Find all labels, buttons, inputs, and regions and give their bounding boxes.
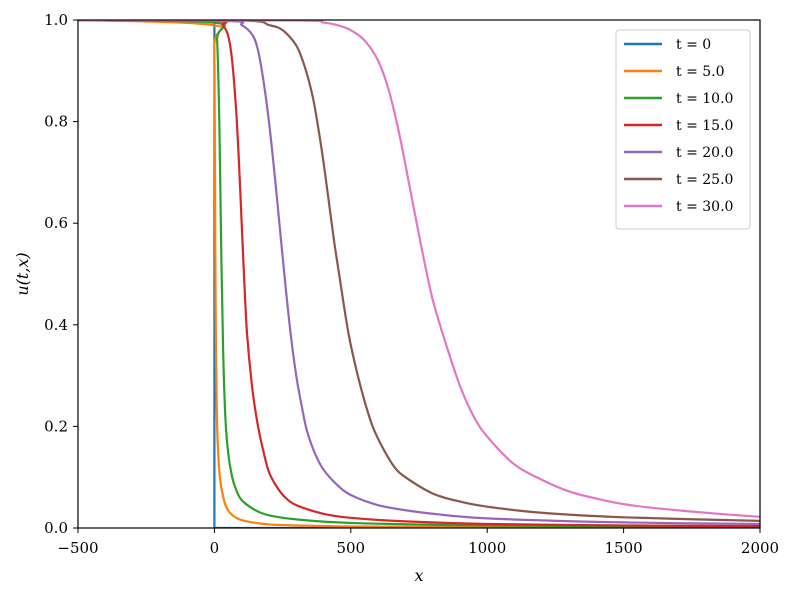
x-tick-label: 2000 xyxy=(741,539,779,557)
series-line-3 xyxy=(78,20,760,528)
x-tick-label: 1000 xyxy=(468,539,506,557)
legend-label: t = 5.0 xyxy=(676,64,725,80)
series-line-2 xyxy=(78,20,760,528)
series-layer xyxy=(78,20,760,528)
x-tick-label: 500 xyxy=(336,539,365,557)
y-tick-label: 0.4 xyxy=(44,316,68,334)
x-axis-label: x xyxy=(414,566,423,585)
y-axis-label: u(t,x) xyxy=(13,252,32,295)
legend-label: t = 15.0 xyxy=(676,118,733,134)
y-tick-label: 0.8 xyxy=(44,113,68,131)
legend-label: t = 20.0 xyxy=(676,145,733,161)
y-tick-label: 0.6 xyxy=(44,214,68,232)
x-tick-label: −500 xyxy=(57,539,98,557)
axes-layer: −500 0 500 1000 1500 2000 0.0 0.2 0.4 0.6 0.8 1.0 x u… xyxy=(13,11,779,585)
y-tick-label: 0.2 xyxy=(44,417,68,435)
legend-label: t = 30.0 xyxy=(676,199,733,215)
x-tick-label: 1500 xyxy=(605,539,643,557)
plot-frame xyxy=(77,19,761,529)
y-tick-label: 1.0 xyxy=(44,11,68,29)
legend-label: t = 0 xyxy=(676,37,711,53)
series-line-6 xyxy=(78,20,760,518)
legend: t = 0 t = 5.0 t = 10.0 t = 15.0 t = 20.0 t = … xyxy=(615,29,751,230)
series-line-5 xyxy=(78,20,760,522)
legend-label: t = 10.0 xyxy=(676,91,733,107)
series-line-1 xyxy=(78,20,760,528)
series-line-4 xyxy=(78,20,760,526)
y-tick-label: 0.0 xyxy=(44,519,68,537)
legend-label: t = 25.0 xyxy=(676,172,733,188)
x-tick-label: 0 xyxy=(210,539,220,557)
